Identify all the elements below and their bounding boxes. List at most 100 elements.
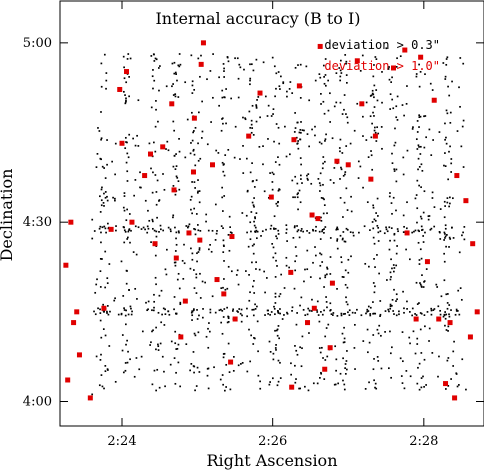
data-point-low [423, 314, 426, 316]
data-point-low [237, 364, 240, 367]
data-point-low [177, 64, 180, 67]
data-point-low [220, 321, 223, 324]
data-point-low [371, 221, 374, 223]
data-point-low [275, 123, 278, 125]
data-point-high [190, 169, 196, 175]
data-point-low [251, 308, 254, 311]
data-point-low [305, 65, 308, 68]
data-point-low [372, 301, 374, 303]
data-point-low [256, 320, 259, 323]
data-point-low [367, 310, 370, 312]
data-point-low [248, 274, 250, 276]
data-point-low [255, 58, 258, 61]
data-point-low [389, 108, 392, 110]
data-point-low [450, 309, 452, 311]
data-point-low [139, 171, 141, 174]
data-point-low [307, 389, 310, 392]
data-point-low [346, 81, 348, 84]
data-point-low [298, 131, 301, 134]
data-point-low [273, 65, 276, 68]
data-point-low [252, 308, 255, 311]
data-point-low [162, 229, 165, 232]
data-point-low [230, 97, 233, 100]
data-point-low [186, 118, 189, 121]
data-point-low [215, 149, 218, 152]
data-point-low [447, 357, 450, 359]
data-point-low [201, 316, 204, 319]
data-point-low [325, 133, 327, 136]
data-point-low [334, 383, 337, 386]
data-point-low [100, 353, 102, 356]
data-point-low [128, 95, 130, 98]
data-point-low [460, 145, 463, 148]
data-point-low [197, 229, 200, 232]
data-point-low [420, 312, 423, 315]
data-point-low [100, 199, 103, 202]
data-point-low [151, 383, 154, 386]
data-point-low [201, 100, 203, 103]
data-point-low [444, 311, 446, 313]
data-point-high [210, 162, 215, 168]
data-point-low [345, 368, 348, 371]
data-point-low [138, 368, 141, 371]
data-point-low [114, 297, 116, 300]
data-point-low [379, 300, 382, 302]
data-point-low [330, 313, 333, 315]
data-point-low [449, 111, 452, 114]
data-point-low [278, 163, 281, 166]
data-point-low [127, 156, 130, 159]
data-point-low [375, 58, 378, 60]
data-point-low [445, 63, 448, 66]
data-point-low [252, 343, 255, 345]
data-point-low [273, 305, 275, 308]
data-point-low [176, 278, 179, 281]
data-point-low [269, 381, 271, 383]
data-point-low [448, 313, 450, 316]
data-point-low [218, 309, 221, 312]
data-point-low [433, 206, 436, 208]
data-point-low [341, 237, 344, 240]
data-point-low [103, 387, 105, 390]
data-point-high [404, 230, 410, 236]
data-point-low [278, 295, 281, 298]
data-point-low [294, 112, 296, 114]
data-point-low [274, 296, 277, 298]
data-point-low [380, 334, 382, 337]
data-point-low [160, 289, 163, 292]
data-point-low [103, 205, 105, 207]
data-point-low [299, 174, 302, 177]
data-point-low [271, 171, 274, 174]
data-point-low [97, 307, 99, 310]
data-point-low [100, 111, 102, 113]
data-point-low [155, 58, 158, 61]
data-point-low [254, 226, 257, 229]
data-point-low [150, 341, 152, 344]
data-point-low [393, 288, 395, 291]
data-point-low [225, 386, 227, 388]
data-point-low [291, 179, 294, 182]
data-point-low [447, 325, 450, 328]
data-point-low [308, 309, 311, 312]
data-point-low [127, 313, 130, 316]
data-point-high [268, 194, 274, 200]
data-point-low [366, 201, 369, 204]
data-point-low [416, 221, 418, 224]
data-point-low [448, 236, 451, 239]
data-point-low [329, 302, 332, 305]
data-point-low [368, 265, 370, 268]
data-point-low [227, 317, 230, 320]
data-point-low [176, 347, 179, 350]
data-point-low [192, 131, 194, 134]
data-point-low [299, 387, 302, 390]
data-point-low [192, 309, 195, 312]
data-point-low [197, 190, 199, 193]
data-point-low [420, 285, 423, 288]
data-point-low [388, 226, 391, 229]
data-point-low [372, 111, 374, 114]
data-point-low [423, 190, 426, 193]
data-point-low [161, 355, 164, 358]
data-point-high [197, 237, 203, 243]
data-point-low [299, 304, 301, 307]
data-point-low [236, 57, 239, 60]
data-point-low [395, 66, 398, 68]
